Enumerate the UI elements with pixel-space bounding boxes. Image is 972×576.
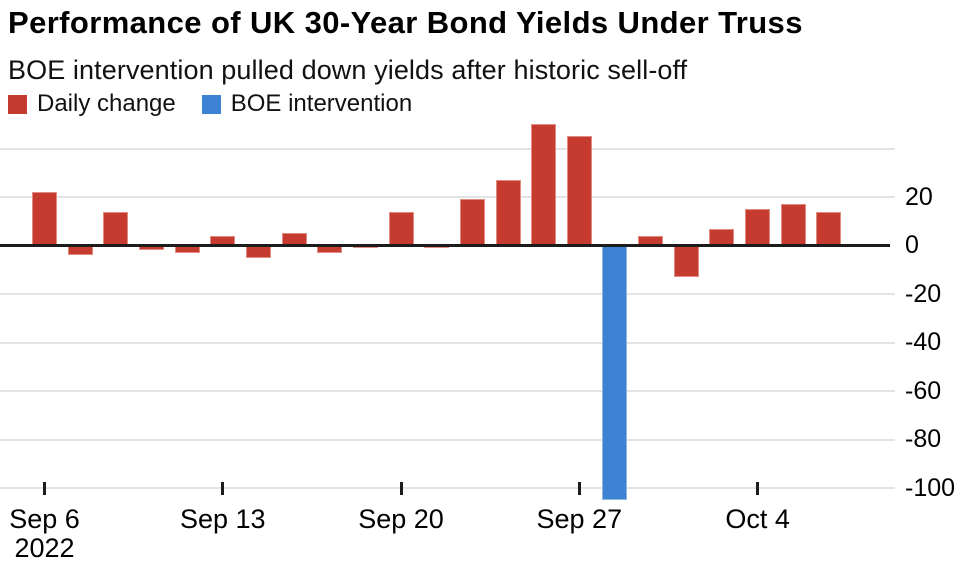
grid-line [0,487,895,489]
x-axis-tick [43,482,46,495]
grid-line [0,341,895,344]
chart-title: Performance of UK 30-Year Bond Yields Un… [8,5,803,40]
bar-sep-8 [103,211,128,246]
legend: Daily change BOE intervention [8,90,412,118]
y-tick-label: -100 [905,473,956,502]
bar-sep-28 [602,245,627,501]
x-axis-tick [221,482,225,495]
x-tick-label: Sep 13 [179,504,266,534]
grid-line [0,390,895,392]
legend-label-daily-change: Daily change [37,90,176,117]
grid-line [0,196,895,198]
boe-intervention-swatch-icon [201,94,221,114]
y-tick-label: 0 [905,231,919,259]
bar-oct-4 [745,209,770,246]
x-tick-sublabel: 2022 [14,533,75,563]
zero-axis-line [0,244,890,247]
x-axis-tick [756,482,760,495]
bar-sep-23 [496,180,521,246]
y-tick-label: -60 [905,376,942,405]
grid-line [0,293,895,295]
legend-label-boe-intervention: BOE intervention [230,90,413,117]
daily-change-swatch-icon [8,94,27,114]
y-tick-label: -80 [905,425,942,453]
x-tick-label: Sep 20 [358,504,444,534]
legend-item-daily-change: Daily change [8,90,176,118]
y-tick-label: -20 [905,279,942,308]
bar-oct-5 [781,204,806,246]
bar-oct-3 [709,228,734,246]
bar-sep-27 [567,136,592,246]
x-axis-tick [577,482,581,495]
x-tick-label: Sep 27 [536,504,623,534]
chart-subtitle: BOE intervention pulled down yields afte… [8,55,688,85]
x-tick-label: Sep 6 2022 [0,505,125,563]
bar-sep-26 [531,124,556,246]
bar-sep-20 [389,211,414,246]
bar-sep-30 [674,245,699,278]
bar-oct-6 [816,211,841,246]
x-axis-tick [399,482,403,495]
y-tick-label: -40 [905,328,942,356]
x-tick-label: Oct 4 [725,504,790,534]
y-tick-label: 20 [905,182,933,211]
grid-line [0,147,895,150]
bar-sep-6 [32,192,57,246]
bar-sep-22 [460,199,485,246]
legend-item-boe-intervention: BOE intervention [201,90,413,118]
bar-sep-14 [246,245,271,258]
grid-line [0,438,895,441]
